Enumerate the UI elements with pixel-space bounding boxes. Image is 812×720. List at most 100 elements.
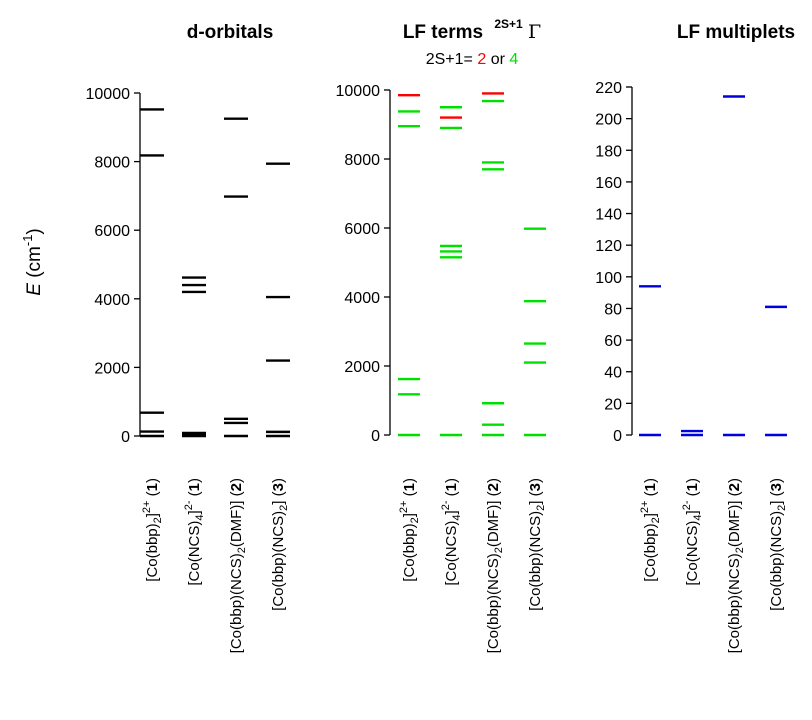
category-label-part: [Co(bbp) bbox=[144, 523, 161, 581]
y-tick-label: 4000 bbox=[344, 290, 380, 307]
y-tick-label: 6000 bbox=[344, 221, 380, 238]
y-tick-label: 6000 bbox=[94, 223, 130, 240]
category-label-part: [Co(bbp)(NCS) bbox=[270, 511, 287, 611]
panel-title: LF terms 2S+1 Γ bbox=[403, 12, 541, 43]
y-axis-label-part: -1 bbox=[20, 235, 35, 247]
spin-multiplicity-legend: 2S+1= 2 or 4 bbox=[426, 51, 519, 68]
category-label-part: ] bbox=[144, 513, 161, 517]
category-label-part: ] bbox=[443, 510, 460, 514]
y-tick-label: 4000 bbox=[94, 292, 130, 309]
category-label-0: [Co(bbp)2]2+ (1) bbox=[141, 478, 164, 582]
category-label-part: ( bbox=[642, 491, 659, 500]
category-label-part: ( bbox=[186, 491, 203, 500]
category-label-part: ( bbox=[485, 491, 502, 500]
y-tick-label: 0 bbox=[613, 428, 622, 445]
category-label-2: [Co(bbp)(NCS)2(DMF)] (2) bbox=[485, 478, 505, 653]
category-label-part: 4 bbox=[194, 514, 206, 520]
category-label-part: ) bbox=[684, 478, 701, 483]
category-label-part: ( bbox=[270, 491, 287, 500]
category-label-part: 2 bbox=[278, 505, 290, 511]
panel-d-orbitals: d-orbitals 0 2000 4000 6000 8000 10000 [Co(bbp… bbox=[86, 22, 290, 653]
category-label-part: 2 bbox=[650, 517, 662, 523]
category-label-part: [Co(NCS) bbox=[684, 521, 701, 586]
y-axis-label-part: ) bbox=[24, 228, 45, 234]
category-label-part: ] bbox=[401, 513, 418, 517]
category-label-part: 2 bbox=[734, 547, 746, 553]
category-label-part: (DMF)] bbox=[726, 501, 743, 548]
category-label-part: 2- bbox=[440, 500, 452, 510]
category-label-3: [Co(bbp)(NCS)2] (3) bbox=[270, 478, 290, 611]
category-label-part: [Co(bbp)(NCS) bbox=[768, 511, 785, 611]
compound-number: 1 bbox=[401, 483, 418, 491]
category-label-part: ) bbox=[768, 478, 785, 483]
category-label-part: [Co(bbp)(NCS) bbox=[228, 553, 245, 653]
category-label-part: ) bbox=[270, 478, 287, 483]
y-tick-label: 80 bbox=[604, 301, 622, 318]
category-label-part: 2 bbox=[535, 505, 547, 511]
category-label-part: [Co(NCS) bbox=[443, 521, 460, 586]
compound-number: 2 bbox=[485, 483, 502, 491]
category-label-part: 2 bbox=[776, 505, 788, 511]
panel-lf-multiplets: LF multiplets 0 20 40 60 80 100 120 140 160 180 20… bbox=[595, 22, 795, 653]
category-label-part: 2 bbox=[236, 547, 248, 553]
compound-number: 1 bbox=[642, 483, 659, 491]
category-label-part: 2 bbox=[152, 517, 164, 523]
category-label-part: ) bbox=[527, 478, 544, 483]
compound-number: 1 bbox=[186, 483, 203, 491]
category-label-part: (DMF)] bbox=[485, 501, 502, 548]
category-label-part: ] bbox=[186, 510, 203, 514]
compound-number: 2 bbox=[726, 483, 743, 491]
y-tick-label: 10000 bbox=[86, 86, 131, 103]
category-label-1: [Co(NCS)4]2- (1) bbox=[183, 478, 206, 586]
category-label-part: 2 bbox=[493, 547, 505, 553]
category-label-part: 2- bbox=[183, 500, 195, 510]
y-axis-label-part: E bbox=[24, 283, 45, 296]
category-label-part: ( bbox=[401, 491, 418, 500]
compound-number: 1 bbox=[684, 483, 701, 491]
category-label-part: ) bbox=[144, 478, 161, 483]
category-label-0: [Co(bbp)2]2+ (1) bbox=[639, 478, 662, 582]
category-label-part: [Co(bbp) bbox=[401, 523, 418, 581]
category-label-part: ] bbox=[684, 510, 701, 514]
category-label-part: ) bbox=[401, 478, 418, 483]
panel-title: LF multiplets bbox=[677, 22, 795, 43]
y-tick-label: 120 bbox=[595, 238, 622, 255]
compound-number: 3 bbox=[527, 483, 544, 491]
category-label-part: ] bbox=[527, 501, 544, 505]
y-tick-label: 200 bbox=[595, 112, 622, 129]
category-label-part: ) bbox=[642, 478, 659, 483]
category-label-part: ] bbox=[768, 501, 785, 505]
y-tick-label: 2000 bbox=[344, 359, 380, 376]
category-label-part: ( bbox=[443, 491, 460, 500]
category-label-part: [Co(NCS) bbox=[186, 521, 203, 586]
y-tick-label: 8000 bbox=[94, 155, 130, 172]
compound-number: 3 bbox=[768, 483, 785, 491]
category-label-part: [Co(bbp)(NCS) bbox=[726, 553, 743, 653]
y-tick-label: 2000 bbox=[94, 360, 130, 377]
category-label-1: [Co(NCS)4]2- (1) bbox=[440, 478, 463, 586]
panel-title-superscript: 2S+1 bbox=[494, 17, 523, 31]
category-label-part: 2 bbox=[409, 517, 421, 523]
y-tick-label: 0 bbox=[371, 428, 380, 445]
category-label-part: 4 bbox=[451, 514, 463, 520]
category-label-part: [Co(bbp)(NCS) bbox=[485, 553, 502, 653]
panel-title: d-orbitals bbox=[187, 22, 274, 43]
category-label-part: ( bbox=[768, 491, 785, 500]
category-label-2: [Co(bbp)(NCS)2(DMF)] (2) bbox=[726, 478, 746, 653]
category-label-part: 2- bbox=[681, 500, 693, 510]
y-axis-label-part: (cm bbox=[24, 246, 45, 283]
category-label-part: ) bbox=[443, 478, 460, 483]
y-tick-label: 160 bbox=[595, 175, 622, 192]
category-label-1: [Co(NCS)4]2- (1) bbox=[681, 478, 704, 586]
panel-title-text: LF terms bbox=[403, 22, 483, 43]
category-label-part: 2+ bbox=[639, 501, 651, 514]
y-tick-label: 0 bbox=[121, 429, 130, 446]
category-label-part: ( bbox=[527, 491, 544, 500]
gamma-symbol: Γ bbox=[528, 21, 541, 43]
category-label-part: 2+ bbox=[141, 501, 153, 514]
legend-quartet: 4 bbox=[509, 51, 518, 68]
compound-number: 1 bbox=[443, 483, 460, 491]
y-tick-label: 220 bbox=[595, 80, 622, 97]
category-label-part: ) bbox=[485, 478, 502, 483]
legend-or: or bbox=[491, 51, 510, 68]
